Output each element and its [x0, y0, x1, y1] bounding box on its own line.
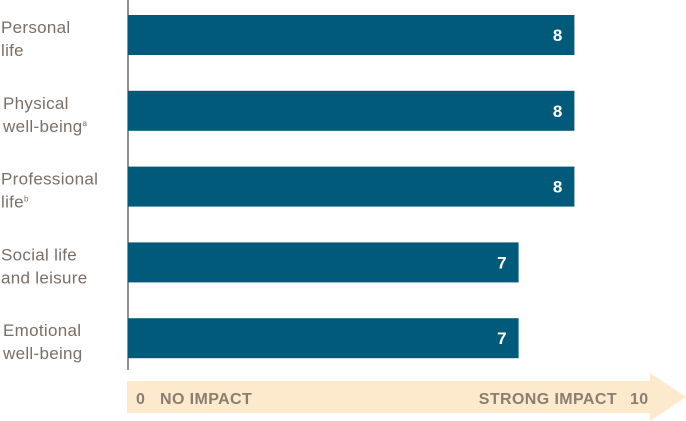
category-label-3: Social life and leisure [1, 245, 87, 287]
bar-value-label-2: 8 [553, 178, 562, 197]
scale-arrow-shape [127, 373, 686, 421]
bar-value-label-1: 8 [553, 102, 562, 121]
bar-value-label-0: 8 [553, 26, 562, 45]
bar-4 [128, 318, 519, 359]
category-labels-group: Personal life Physical well-beinga Professio… [1, 18, 98, 363]
bars-group: 8 8 8 7 7 [128, 15, 575, 359]
bar-1 [128, 90, 575, 131]
scale-min-value: 0 [136, 391, 145, 408]
bar-2 [128, 166, 575, 207]
category-label-2: Professional lifeb [1, 170, 98, 212]
scale-max-text: STRONG IMPACT [479, 391, 617, 408]
category-label-4: Emotional well-being [2, 321, 83, 363]
category-label-1: Physical well-beinga [2, 94, 88, 136]
bar-3 [128, 242, 519, 283]
bar-0 [128, 15, 575, 55]
impact-scale-arrow: 0 NO IMPACT STRONG IMPACT 10 [127, 373, 686, 421]
bar-value-label-4: 7 [497, 329, 506, 348]
scale-max-value: 10 [630, 391, 649, 408]
category-label-0: Personal life [1, 18, 71, 60]
bar-value-label-3: 7 [497, 253, 506, 272]
scale-min-text: NO IMPACT [160, 391, 252, 408]
